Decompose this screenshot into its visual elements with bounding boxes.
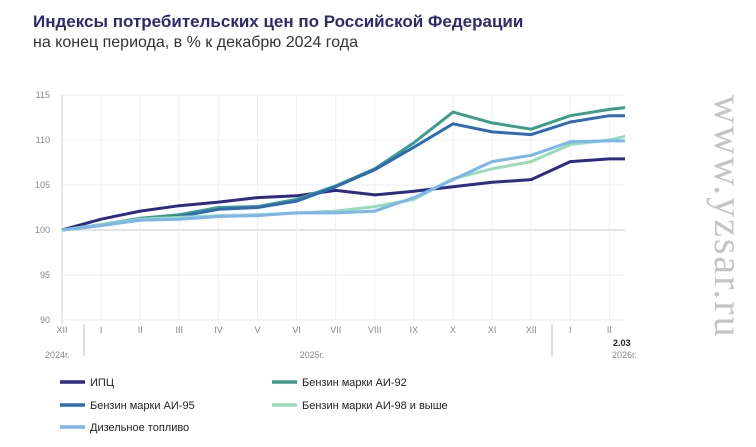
y-tick-label: 95	[40, 270, 50, 280]
x-tick-label: VII	[330, 325, 341, 335]
y-tick-label: 90	[40, 315, 50, 325]
x-tick-label: III	[176, 325, 184, 335]
legend-label: Бензин марки АИ-95	[90, 400, 195, 412]
year-label: 2024г.	[45, 350, 70, 360]
x-tick-label: XI	[488, 325, 497, 335]
x-tick-label: I	[569, 325, 572, 335]
x-tick-label: II	[607, 325, 612, 335]
x-tick-label: V	[254, 325, 260, 335]
watermark: www.yzsar.ru	[706, 95, 751, 339]
series-line-4	[61, 139, 625, 232]
x-tick-label: X	[450, 325, 456, 335]
chart-subtitle: на конец периода, в % к декабрю 2024 год…	[33, 34, 359, 51]
x-tick-label: IX	[410, 325, 419, 335]
y-tick-label: 110	[36, 135, 50, 145]
legend-label: ИПЦ	[90, 377, 114, 389]
x-tick-label: VI	[292, 325, 301, 335]
x-tick-label: I	[100, 325, 103, 335]
x-tick-label: XII	[526, 325, 537, 335]
x-tick-label: XII	[56, 325, 67, 335]
x-tick-label: IV	[214, 325, 223, 335]
chart-title: Индексы потребительских цен по Российско…	[33, 12, 524, 31]
series-line-0	[61, 157, 625, 232]
x-tick-label: 2.03	[613, 338, 631, 348]
year-label: 2025г.	[300, 350, 325, 360]
legend-label: Дизельное топливо	[90, 422, 189, 434]
legend-label: Бензин марки АИ-92	[302, 377, 407, 389]
x-tick-label: VIII	[368, 325, 382, 335]
y-tick-label: 105	[35, 180, 50, 190]
year-label: 2026г.	[612, 350, 637, 360]
legend-label: Бензин марки АИ-98 и выше	[302, 400, 448, 412]
x-tick-label: II	[138, 325, 143, 335]
y-tick-label: 115	[36, 90, 50, 100]
y-tick-label: 100	[35, 225, 50, 235]
